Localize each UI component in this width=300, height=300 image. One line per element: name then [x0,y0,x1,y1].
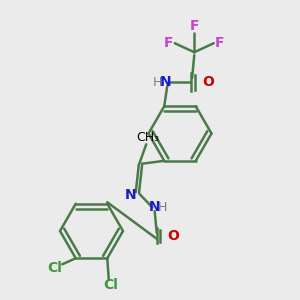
Text: N: N [160,75,172,89]
Text: CH₃: CH₃ [136,131,159,144]
Text: Cl: Cl [47,261,62,275]
Text: N: N [148,200,160,214]
Text: Cl: Cl [103,278,118,292]
Text: H: H [158,201,167,214]
Text: F: F [190,19,199,33]
Text: F: F [215,36,224,50]
Text: N: N [124,188,136,202]
Text: O: O [167,229,179,243]
Text: H: H [153,76,162,89]
Text: F: F [164,36,173,50]
Text: O: O [202,75,214,89]
